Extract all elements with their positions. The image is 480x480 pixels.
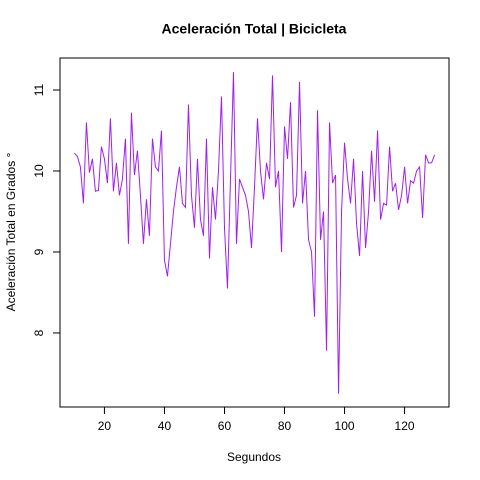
x-tick-label: 100 — [335, 419, 355, 433]
y-tick-label: 8 — [32, 329, 46, 336]
data-line — [74, 72, 436, 394]
x-tick-label: 60 — [218, 419, 232, 433]
y-axis-label: Aceleración Total en Grados ° — [4, 152, 18, 311]
x-tick-label: 80 — [278, 419, 292, 433]
y-tick-label: 10 — [32, 164, 46, 178]
chart-title: Aceleración Total | Bicicleta — [162, 21, 347, 37]
x-axis-label: Segundos — [227, 450, 281, 464]
x-tick-label: 20 — [98, 419, 112, 433]
plot-box — [59, 57, 450, 408]
y-tick-label: 9 — [32, 248, 46, 255]
x-tick-label: 40 — [158, 419, 172, 433]
x-tick-label: 120 — [395, 419, 415, 433]
y-tick-label: 11 — [32, 83, 46, 96]
